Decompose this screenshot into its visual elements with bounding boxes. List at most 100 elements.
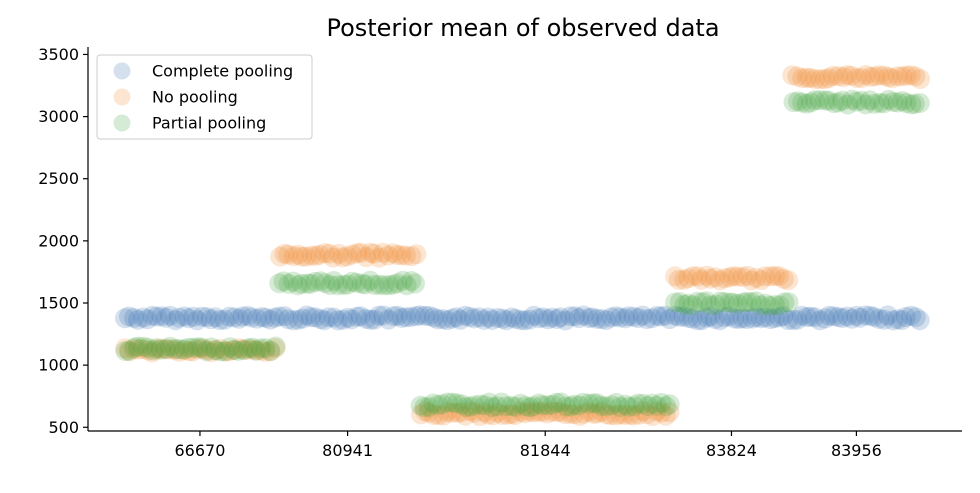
data-point (774, 292, 795, 313)
series-no-pooling (115, 65, 930, 426)
data-point (851, 68, 872, 88)
data-point (115, 338, 136, 359)
data-point (705, 309, 725, 329)
data-point (519, 309, 540, 330)
data-point (264, 307, 285, 328)
data-point (842, 308, 862, 329)
data-point (432, 394, 453, 415)
data-point (555, 310, 576, 331)
data-point (678, 293, 699, 314)
data-point (782, 65, 803, 86)
data-point (579, 308, 600, 328)
data-point (601, 307, 622, 328)
data-point (896, 93, 917, 113)
data-point (383, 243, 404, 264)
data-point (804, 307, 825, 328)
data-point (487, 402, 508, 423)
data-point (246, 340, 266, 361)
data-point (310, 271, 331, 292)
data-point (818, 68, 839, 89)
data-point (278, 244, 299, 265)
data-point (705, 294, 726, 315)
data-point (591, 395, 612, 416)
data-point (760, 266, 781, 287)
data-point (783, 92, 804, 113)
data-point (396, 275, 417, 296)
data-point (396, 245, 416, 266)
data-point (400, 306, 421, 327)
data-point (132, 339, 153, 359)
data-point (470, 394, 491, 415)
series-partial-pooling (115, 89, 930, 418)
data-point (638, 396, 658, 416)
data-point (192, 339, 213, 359)
data-point (427, 395, 448, 415)
data-point (837, 65, 857, 86)
data-point (324, 307, 345, 328)
data-point (700, 295, 721, 316)
data-point (710, 310, 731, 331)
data-point (297, 273, 318, 294)
data-point (596, 404, 617, 425)
data-point (606, 306, 627, 327)
data-point (759, 295, 780, 316)
data-point (682, 295, 703, 316)
data-point (741, 292, 762, 313)
data-point (274, 243, 295, 264)
data-point (746, 307, 767, 328)
data-point (392, 270, 413, 291)
data-point (555, 404, 575, 424)
data-point (178, 337, 199, 358)
data-point (260, 309, 281, 330)
data-point (618, 306, 639, 327)
data-point (327, 310, 348, 331)
y-tick-label: 2500 (38, 169, 79, 188)
data-point (560, 306, 581, 327)
data-point (251, 340, 272, 361)
data-point (832, 308, 853, 328)
data-point (156, 338, 176, 359)
data-point (169, 341, 190, 362)
data-point (238, 338, 259, 359)
data-point (841, 65, 862, 86)
data-point (364, 274, 385, 295)
data-point (828, 66, 849, 86)
data-point (432, 309, 453, 330)
data-point (283, 310, 304, 331)
data-point (210, 338, 231, 359)
data-point (683, 266, 704, 287)
data-point (496, 396, 517, 417)
data-point (146, 339, 167, 360)
data-point (891, 310, 912, 330)
data-point (187, 310, 208, 331)
data-point (810, 69, 831, 90)
data-point (823, 306, 844, 327)
data-point (773, 306, 794, 327)
data-point (233, 339, 253, 360)
data-point (378, 245, 399, 266)
data-point (292, 246, 312, 267)
data-point (224, 307, 245, 328)
data-point (383, 274, 404, 295)
data-point (568, 395, 589, 416)
data-point (727, 266, 748, 287)
data-point (665, 305, 686, 326)
data-point (451, 402, 471, 423)
data-point (646, 395, 667, 416)
data-point (537, 395, 558, 416)
data-point (492, 404, 513, 425)
data-point (505, 308, 526, 329)
data-point (700, 306, 721, 327)
data-point (860, 66, 881, 87)
data-point (291, 273, 312, 294)
data-point (142, 342, 163, 363)
data-point (270, 246, 291, 267)
data-point (869, 65, 890, 86)
data-point (596, 396, 617, 417)
data-point (474, 402, 495, 423)
data-point (665, 266, 686, 287)
data-point (333, 309, 353, 330)
data-point (118, 340, 139, 361)
data-point (736, 291, 757, 312)
x-tick-label: 83824 (706, 441, 757, 460)
